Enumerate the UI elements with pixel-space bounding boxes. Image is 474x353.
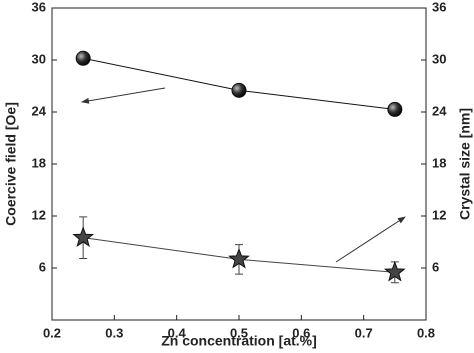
y-tick-label: 30 xyxy=(32,51,46,66)
x-tick-label: 0.8 xyxy=(417,325,435,340)
circle-marker xyxy=(387,101,403,117)
y2-tick-label: 24 xyxy=(432,103,447,118)
x-tick-label: 0.5 xyxy=(230,325,248,340)
y2-axis-title: Crystal size [nm] xyxy=(457,108,473,220)
y2-tick-label: 6 xyxy=(432,259,439,274)
y2-tick-label: 12 xyxy=(432,207,446,222)
circle-marker xyxy=(75,50,91,66)
x-tick-label: 0.4 xyxy=(168,325,187,340)
y2-tick-label: 36 xyxy=(432,0,446,14)
y2-tick-label: 30 xyxy=(432,51,446,66)
star-marker xyxy=(228,247,250,269)
x-tick-label: 0.7 xyxy=(355,325,373,340)
annotation-arrow xyxy=(81,87,166,104)
y-tick-label: 12 xyxy=(32,207,46,222)
star-marker xyxy=(383,260,406,282)
x-tick-label: 0.2 xyxy=(43,325,61,340)
x-tick-label: 0.6 xyxy=(292,325,310,340)
y-tick-label: 24 xyxy=(32,103,47,118)
x-tick-label: 0.3 xyxy=(105,325,123,340)
y-axis-title: Coercive field [Oe] xyxy=(3,102,19,226)
x-axis-title: Zn concentration [at.%] xyxy=(161,333,317,349)
y-tick-label: 6 xyxy=(39,259,46,274)
y-tick-label: 18 xyxy=(32,155,46,170)
annotation-arrow xyxy=(335,216,406,263)
star-marker xyxy=(72,226,95,247)
y2-tick-label: 18 xyxy=(432,155,446,170)
y-tick-label: 36 xyxy=(32,0,46,14)
circle-marker xyxy=(231,82,247,98)
